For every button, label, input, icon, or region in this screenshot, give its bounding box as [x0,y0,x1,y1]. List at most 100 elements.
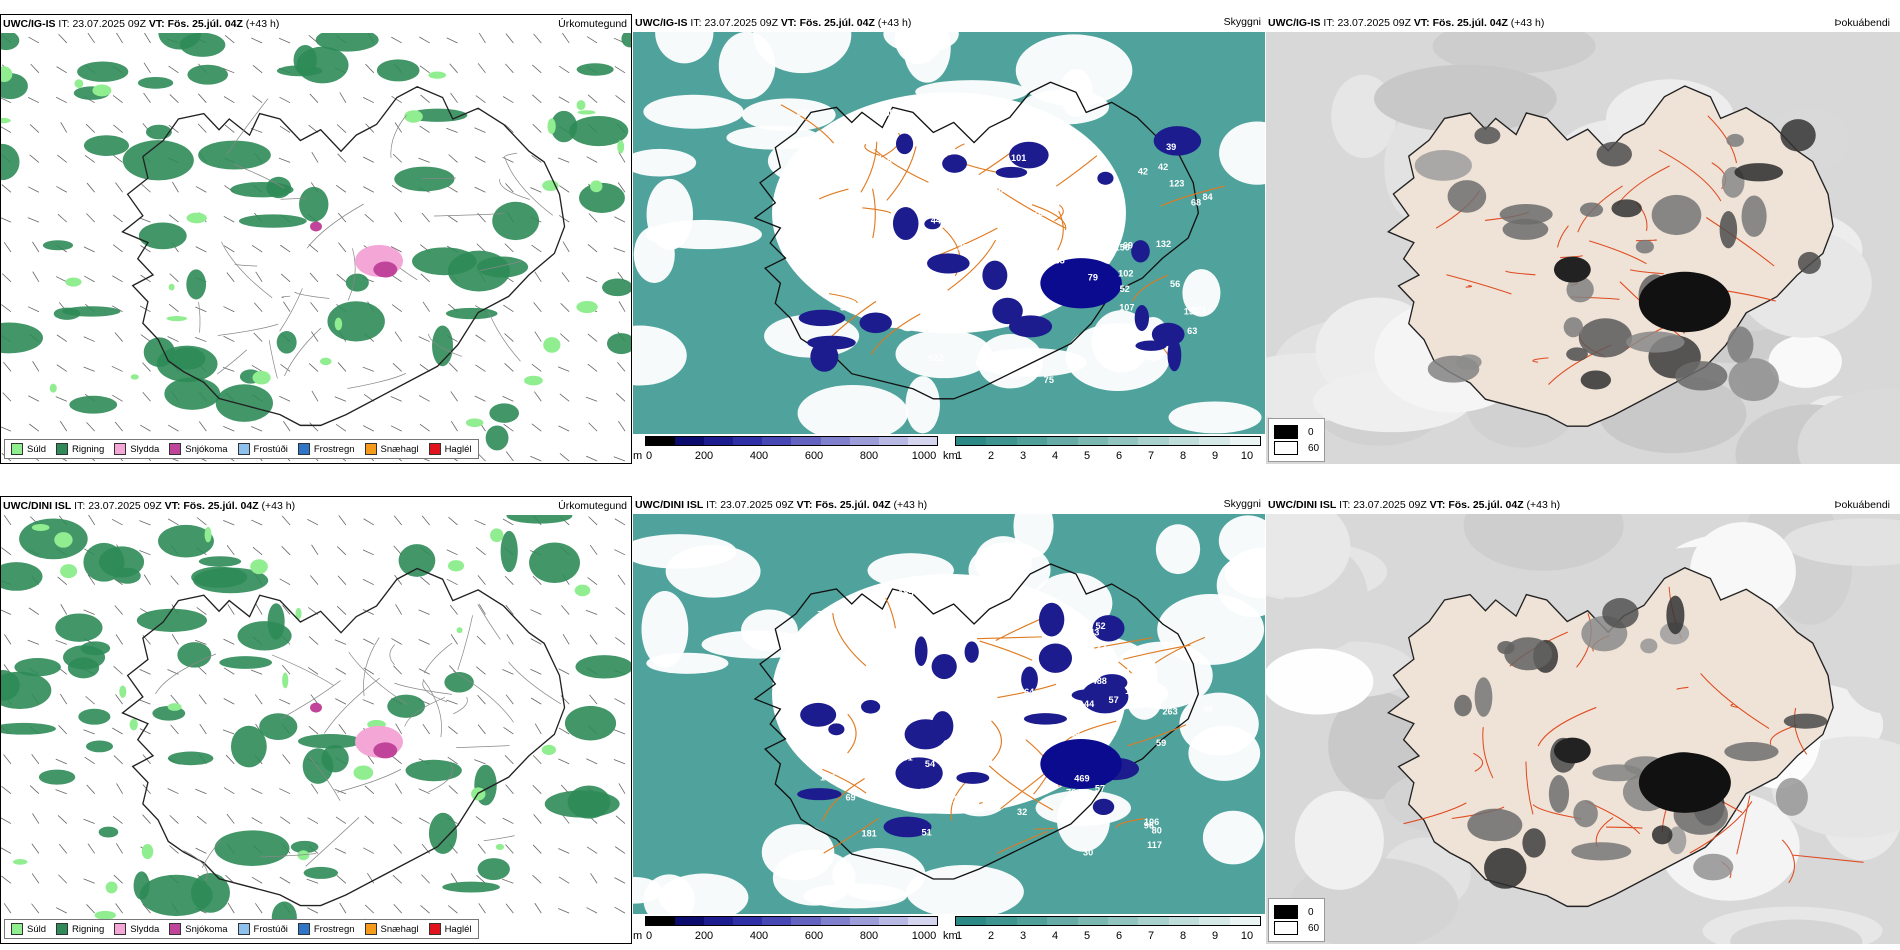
vt-label: VT: [780,17,797,29]
legend-item: Slydda [114,923,159,935]
colorbar-tick: 5 [1083,930,1091,942]
legend-item: Snæhagl [364,923,419,935]
colorbar-segment [675,917,705,925]
vt-value: Fös. 25.júl. 04Z [167,18,243,30]
ceiling-label: 68 [1191,197,1201,207]
ceiling-label: 205 [1077,194,1092,204]
ceiling-label: 57 [1095,784,1105,794]
colorbar-strip [645,916,938,926]
ceiling-label: 59 [1156,738,1166,748]
ceiling-label: 80 [1152,826,1162,836]
fog-legend-swatch [1274,425,1298,439]
ceiling-label: 132 [1156,239,1171,249]
colorbar-segment [1047,437,1078,445]
ceiling-label: 56 [824,623,834,633]
colorbar-tick: 1 [955,930,963,942]
ceiling-colorbar: m 0 200 400 600 800 1000 [633,916,938,942]
lead-time: (+43 h) [261,500,296,512]
ceiling-label: 29 [856,690,866,700]
colorbar-segment [646,917,676,925]
colorbar-unit: km [943,450,958,462]
legend-swatch [114,923,127,935]
model-name: UWC/DINI ISL [3,500,72,512]
colorbar-tick: 4 [1051,450,1059,462]
model-name: UWC/DINI ISL [635,499,704,511]
colorbar-segment [1168,437,1200,445]
colorbar-segment [956,917,987,925]
vt-value: Fös. 25.júl. 04Z [1432,17,1508,29]
ceiling-label: 18 [916,193,926,203]
it-label: IT: [58,18,70,30]
colorbar-segment [1229,437,1261,445]
ceiling-label: 62 [797,108,807,118]
colorbar-segment [986,917,1017,925]
ceiling-label: 102 [1072,670,1087,680]
ceiling-label: 481 [883,654,898,664]
legend-swatch [297,923,310,935]
ceiling-label: 53 [814,168,824,178]
colorbar-tick: 1000 [911,450,937,462]
fog-legend-row: 60 [1274,441,1319,455]
colorbar-segment [1168,917,1200,925]
vt-label: VT: [148,18,165,30]
vt-label: VT: [1413,17,1430,29]
ceiling-label: 33 [966,323,976,333]
legend-item: Snjókoma [169,923,228,935]
precip-map [1,515,631,943]
it-label: IT: [1323,17,1335,29]
colorbar-segment [956,437,987,445]
colorbar-segment [704,917,734,925]
ceiling-label: 73 [920,787,930,797]
vt-value: Fös. 25.júl. 04Z [815,499,891,511]
ceiling-label: 117 [1147,840,1162,850]
ceiling-label: 101 [1011,153,1026,163]
colorbar-tick: 7 [1147,450,1155,462]
ceiling-label: 69 [1123,241,1133,251]
colorbar-segment [878,437,908,445]
ceiling-label: 78 [1033,208,1043,218]
colorbar-tick: 3 [1019,930,1027,942]
ceiling-label: 104 [818,239,834,249]
panel-header: UWC/DINI ISL IT: 23.07.2025 09Z VT: Fös.… [3,500,295,512]
it-value: 23.07.2025 09Z [1337,17,1411,29]
ceiling-label: 106 [1060,133,1075,143]
colorbar-unit: m [633,930,643,942]
ceiling-label: 69 [845,792,855,802]
legend-item: Slydda [114,443,159,455]
ceiling-label: 369 [879,108,894,118]
lead-time: (+43 h) [893,499,928,511]
fog-map [1266,32,1900,464]
legend-item: Frostregn [297,923,355,935]
lead-time: (+43 h) [1510,17,1545,29]
panel-title: Skyggni [1223,16,1261,28]
colorbar-segment [1016,437,1048,445]
legend-swatch [56,923,69,935]
colorbar-segment [791,437,821,445]
ceiling-label: 469 [1074,774,1089,784]
colorbar-segment [1108,917,1139,925]
ceiling-label: 84 [1202,192,1213,202]
it-label: IT: [1339,499,1351,511]
legend-label: Rigning [72,443,105,455]
legend-item: Haglél [428,443,472,455]
colorbar-tick: 400 [749,930,769,942]
colorbar-tick: 10 [1240,930,1254,942]
ceiling-label: 70 [1066,787,1076,797]
ceiling-label: 39 [1166,142,1176,152]
ceiling-label: 57 [1108,695,1118,705]
ceiling-label: 88 [809,627,819,637]
legend-item: Rigning [56,443,104,455]
legend-swatch [297,443,310,455]
fog-legend-swatch [1274,905,1298,919]
ceiling-label: 148 [887,792,902,802]
colorbar-tick: 0 [645,450,653,462]
colorbar-segment [1108,437,1139,445]
ceiling-label: 54 [925,759,935,769]
colorbar-segment [1016,917,1048,925]
colorbar-segment [733,437,763,445]
legend-swatch [428,923,441,935]
legend-swatch [237,923,250,935]
ceiling-label: 65 [974,280,984,290]
colorbar-tick: 1000 [911,930,937,942]
ceiling-label: 224 [1005,711,1020,721]
